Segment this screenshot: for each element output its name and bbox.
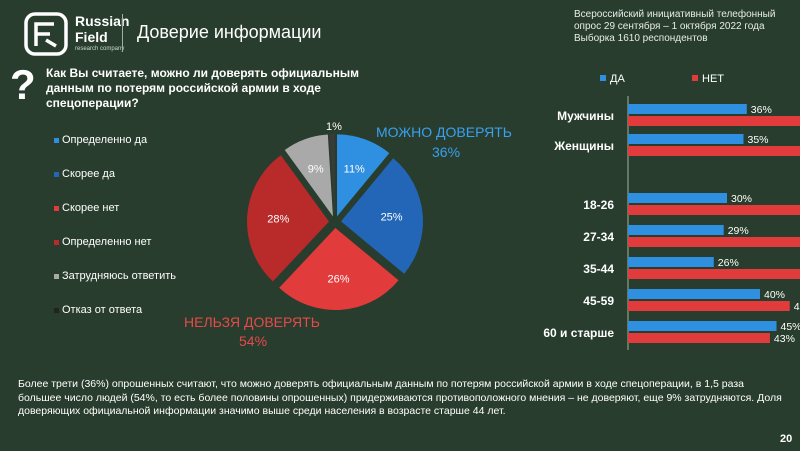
bar-yes xyxy=(628,289,760,299)
pie-slice xyxy=(284,134,333,217)
page-number: 20 xyxy=(780,433,793,445)
survey-info-line: Всероссийский инициативный телефонный xyxy=(574,9,776,20)
legend-swatch xyxy=(54,138,59,143)
distrust-group-label: НЕЛЬЗЯ ДОВЕРЯТЬ xyxy=(184,314,320,330)
bar-data-label: 26% xyxy=(718,257,739,269)
bar-data-label: 30% xyxy=(731,193,752,205)
legend-swatch xyxy=(54,308,59,313)
bar-no xyxy=(628,333,770,343)
bar-chart: ДАНЕТМужчины36%53%Женщины35%55%18-2630%6… xyxy=(543,73,800,350)
bar-data-label: 36% xyxy=(751,104,772,116)
bar-category-label: 18-26 xyxy=(583,198,614,212)
bar-category-label: Мужчины xyxy=(557,109,614,123)
legend-swatch xyxy=(54,172,59,177)
pie-data-label: 11% xyxy=(344,164,365,176)
legend-label: Отказ от ответа xyxy=(62,304,143,316)
logo-text-field: Field xyxy=(75,29,108,45)
logo-subtitle: research company xyxy=(75,46,125,52)
bar-data-label: 49% xyxy=(794,301,800,313)
bar-data-label: 29% xyxy=(728,225,749,237)
header-divider xyxy=(122,14,123,52)
bar-yes xyxy=(628,134,744,144)
bar-yes xyxy=(628,257,714,267)
pie-chart: 11% 25% 26% 28% 9% 1% xyxy=(247,122,423,310)
question-text: Как Вы считаете, можно ли доверять офици… xyxy=(46,66,359,110)
bar-legend-swatch xyxy=(600,75,606,81)
bar-no xyxy=(628,269,800,279)
bar-legend-label: ДА xyxy=(610,73,625,85)
pie-slice xyxy=(279,227,399,310)
pie-data-label: 1% xyxy=(326,122,342,133)
legend-label: Скорее да xyxy=(62,168,115,180)
survey-info: Всероссийский инициативный телефонный оп… xyxy=(574,9,775,45)
bar-no xyxy=(628,116,800,126)
bar-yes xyxy=(628,225,724,235)
distrust-group-percent: 54% xyxy=(239,333,268,349)
legend-swatch xyxy=(54,274,59,279)
question-mark-icon: ? xyxy=(10,61,36,108)
bar-data-label: 43% xyxy=(774,333,795,345)
bar-no xyxy=(628,301,790,311)
bar-no xyxy=(628,205,800,215)
trust-group-label: МОЖНО ДОВЕРЯТЬ xyxy=(376,124,512,140)
pie-data-label: 9% xyxy=(308,164,324,176)
pie-data-label: 26% xyxy=(328,274,350,286)
trust-group-percent: 36% xyxy=(432,144,461,160)
legend-label: Определенно нет xyxy=(62,236,152,248)
bar-category-label: 35-44 xyxy=(583,262,614,276)
bar-category-label: Женщины xyxy=(553,139,614,153)
pie-slice xyxy=(340,158,423,274)
survey-info-line: опрос 29 сентября – 1 октября 2022 года xyxy=(574,21,765,32)
bar-data-label: 40% xyxy=(764,289,785,301)
bar-category-label: 45-59 xyxy=(583,294,614,308)
bar-data-label: 35% xyxy=(748,134,769,146)
bar-legend-swatch xyxy=(692,75,698,81)
bar-no xyxy=(628,237,800,247)
bar-yes xyxy=(628,193,727,203)
legend-swatch xyxy=(54,240,59,245)
legend-label: Скорее нет xyxy=(62,202,120,214)
pie-slice xyxy=(247,155,330,282)
bar-no xyxy=(628,146,800,156)
legend-swatch xyxy=(54,206,59,211)
pie-slice xyxy=(329,134,335,217)
bar-category-label: 60 и старше xyxy=(543,326,614,340)
legend-label: Определенно да xyxy=(62,134,148,146)
pie-data-label: 28% xyxy=(267,213,289,225)
pie-data-label: 25% xyxy=(381,212,403,224)
logo-icon xyxy=(24,12,68,56)
bar-category-label: 27-34 xyxy=(583,230,614,244)
bar-yes xyxy=(628,321,777,331)
survey-info-line: Выборка 1610 респондентов xyxy=(574,33,708,44)
logo-text-russian: Russian xyxy=(75,13,130,29)
summary-text: Более трети (36%) опрошенных считают, чт… xyxy=(18,378,782,417)
legend-label: Затрудняюсь ответить xyxy=(62,270,177,282)
pie-slice xyxy=(337,134,390,217)
bar-legend-label: НЕТ xyxy=(702,73,724,85)
bar-data-label: 45% xyxy=(781,321,800,333)
bar-yes xyxy=(628,104,747,114)
page-title: Доверие информации xyxy=(137,22,322,42)
